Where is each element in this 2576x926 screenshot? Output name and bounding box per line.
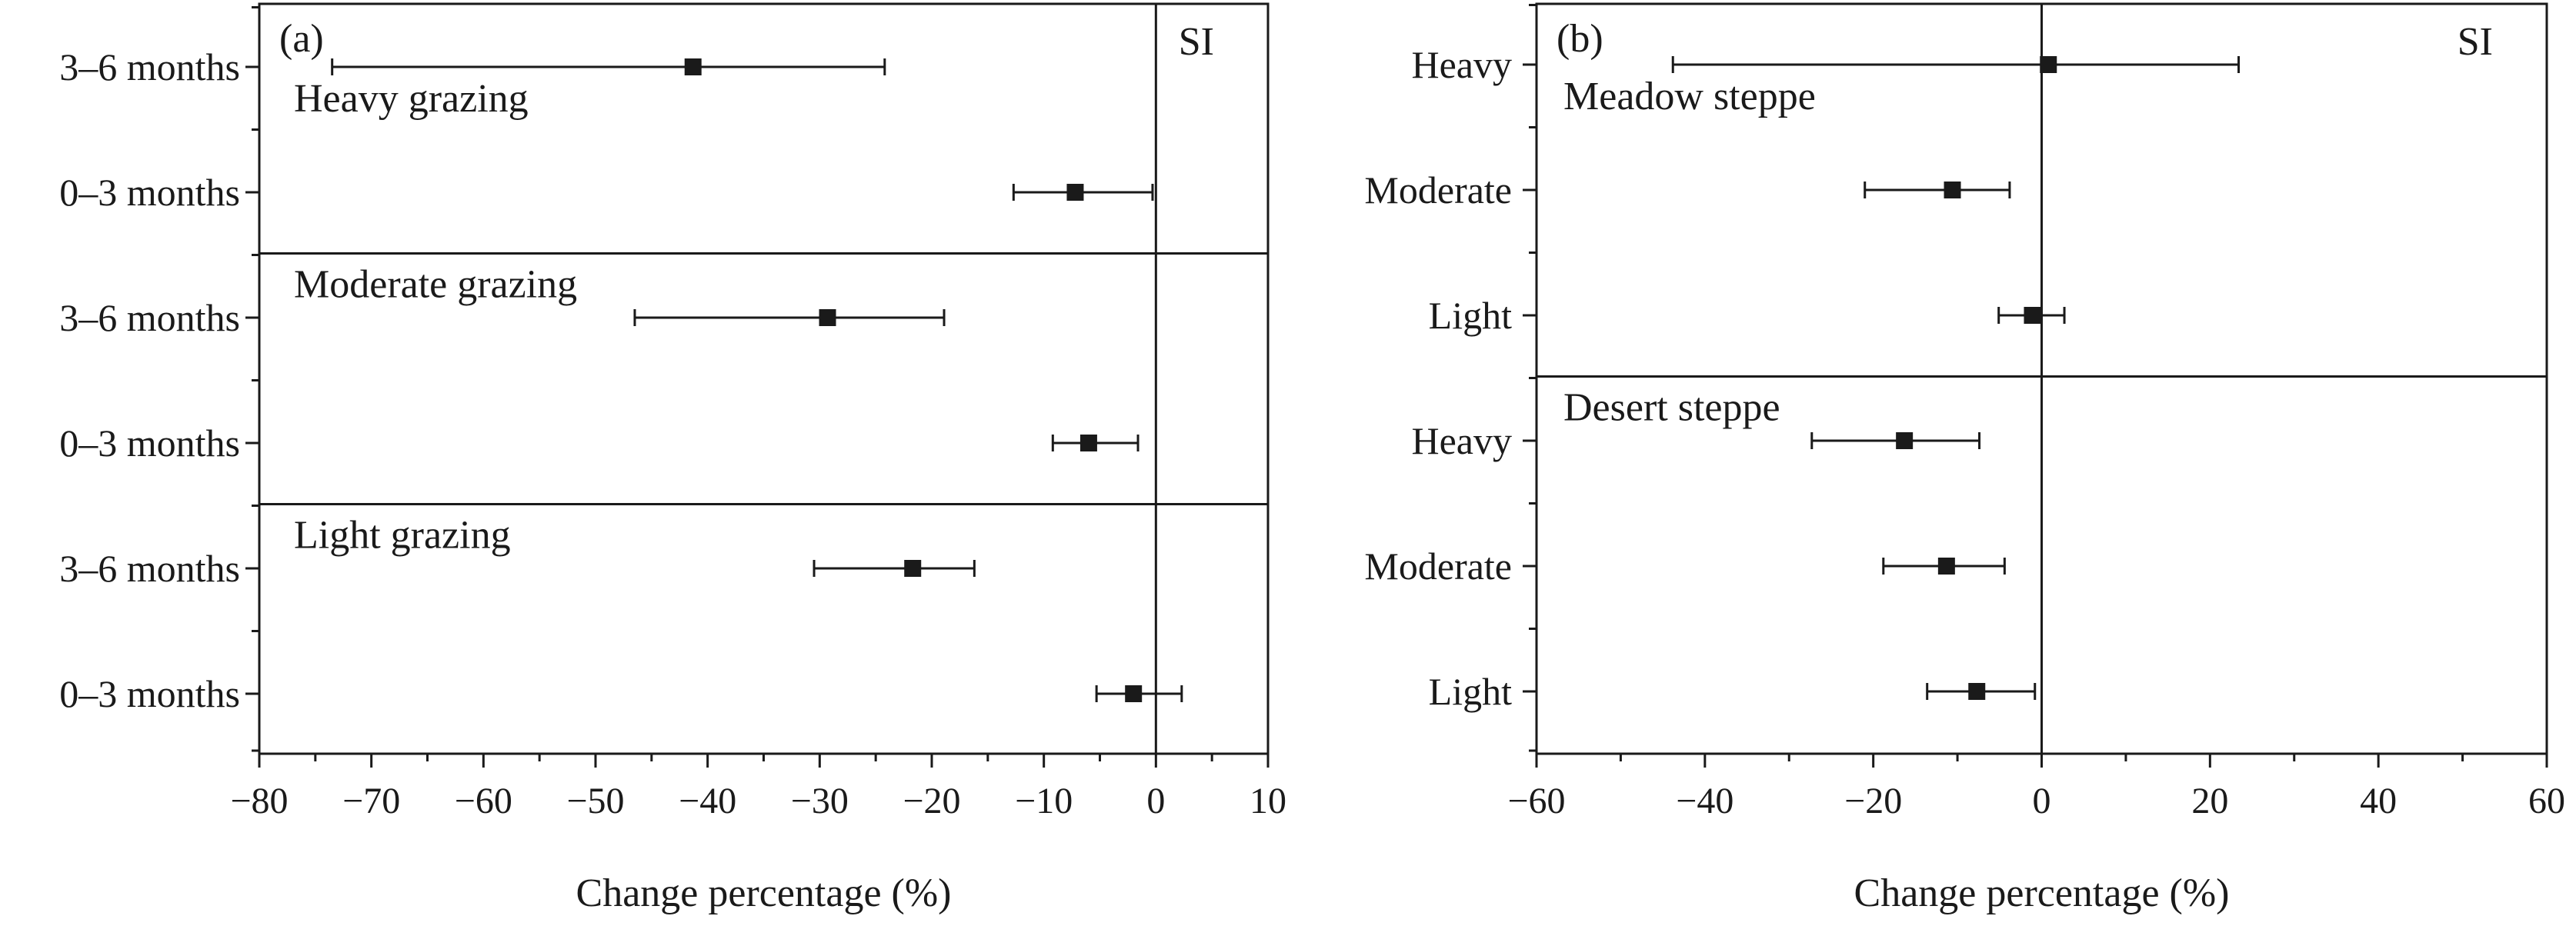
data-point-marker: [684, 58, 702, 75]
x-tick-label: −40: [1676, 781, 1733, 821]
x-axis-title: Change percentage (%): [576, 871, 952, 915]
metric-label: SI: [2458, 20, 2493, 64]
category-label: 0–3 months: [59, 171, 240, 214]
category-label: 0–3 months: [59, 672, 240, 715]
x-tick-label: 10: [1250, 781, 1286, 821]
x-tick-label: 20: [2191, 781, 2228, 821]
category-label: 3–6 months: [59, 547, 240, 590]
panel-a: −80 −70 −60 −50 −40 −30 −20 −10 0 10 Change percen…: [59, 2, 1286, 915]
data-point-marker: [904, 560, 922, 577]
category-label: Heavy: [1412, 43, 1513, 86]
group-label: Light grazing: [294, 514, 511, 558]
data-point-marker: [2040, 56, 2057, 73]
x-tick-label: −60: [455, 781, 512, 821]
data-point-marker: [819, 309, 836, 326]
x-tick-label: 40: [2360, 781, 2397, 821]
panel-label: (a): [279, 17, 324, 61]
x-tick-label: −50: [566, 781, 624, 821]
x-tick-label: −20: [1844, 781, 1902, 821]
category-label: Light: [1429, 294, 1512, 337]
x-tick-label: −40: [679, 781, 736, 821]
x-tick-label: −60: [1507, 781, 1565, 821]
group-label: Desert steppe: [1563, 386, 1780, 430]
x-tick-label: −80: [230, 781, 288, 821]
data-point-marker: [1896, 432, 1914, 449]
group-label: Meadow steppe: [1563, 75, 1816, 118]
x-tick-label: 0: [2033, 781, 2051, 821]
x-tick-label: −20: [903, 781, 960, 821]
category-label: Heavy: [1412, 419, 1513, 462]
x-tick-label: −30: [791, 781, 849, 821]
data-point-marker: [1944, 182, 1961, 198]
group-label: Heavy grazing: [294, 77, 529, 121]
x-tick-label: −10: [1015, 781, 1073, 821]
x-tick-label: 60: [2528, 781, 2565, 821]
panel-b: −60 −40 −20 0 20 40 60 Change percentage (%) (b)…: [1364, 2, 2565, 915]
data-point-marker: [1079, 435, 1097, 451]
x-axis-title: Change percentage (%): [1854, 871, 2230, 915]
x-tick-label: 0: [1146, 781, 1165, 821]
category-label: 0–3 months: [59, 421, 240, 465]
category-label: Moderate: [1364, 545, 1512, 588]
category-label: 3–6 months: [59, 45, 240, 88]
metric-label: SI: [1179, 20, 1214, 64]
data-point-marker: [1937, 558, 1955, 575]
category-label: Moderate: [1364, 168, 1512, 212]
category-label: 3–6 months: [59, 296, 240, 339]
panel-label: (b): [1557, 17, 1603, 61]
data-point-marker: [1066, 184, 1084, 201]
group-label: Moderate grazing: [294, 263, 577, 307]
data-point-marker: [1968, 683, 1986, 700]
x-tick-label: −70: [342, 781, 400, 821]
data-point-marker: [2024, 307, 2041, 324]
category-label: Light: [1429, 670, 1512, 713]
data-point-marker: [1125, 685, 1143, 702]
